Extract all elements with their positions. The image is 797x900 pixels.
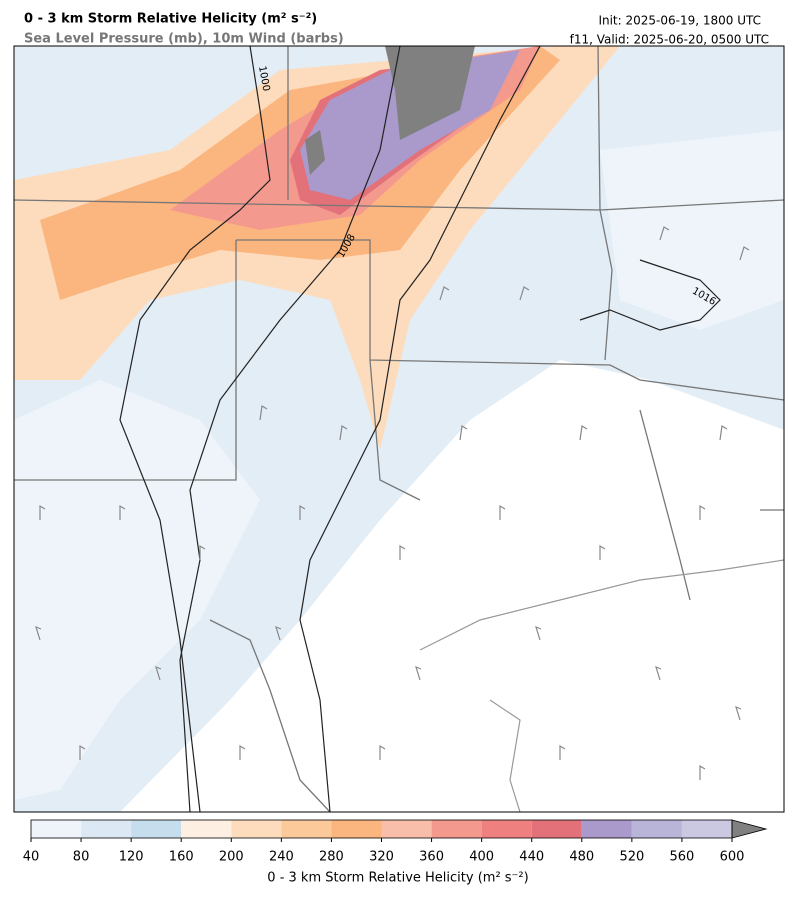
- colorbar-segment: [31, 820, 82, 838]
- colorbar-segment: [381, 820, 432, 838]
- colorbar-segment: [331, 820, 382, 838]
- colorbar-tick-label: 600: [720, 850, 745, 865]
- colorbar-tick-label: 80: [73, 850, 90, 865]
- colorbar-segment: [481, 820, 532, 838]
- title: 0 - 3 km Storm Relative Helicity (m² s⁻²…: [24, 12, 317, 27]
- map: 1000 1008 1016: [13, 45, 785, 813]
- colorbar-tick-label: 560: [670, 850, 695, 865]
- colorbar-tick-label: 400: [469, 850, 494, 865]
- colorbar-tick-label: 360: [419, 850, 444, 865]
- colorbar-segment: [581, 820, 632, 838]
- colorbar: 40 80 120 160 200 240 280 320 360 400 440 480 520 560…: [23, 819, 768, 865]
- colorbar-segment: [531, 820, 582, 838]
- colorbar-tick-label: 160: [169, 850, 194, 865]
- colorbar-tick-label: 40: [23, 850, 40, 865]
- colorbar-tick-label: 240: [269, 850, 294, 865]
- colorbar-segment: [431, 820, 482, 838]
- subtitle: Sea Level Pressure (mb), 10m Wind (barbs…: [24, 32, 344, 47]
- colorbar-segment: [631, 820, 682, 838]
- colorbar-extend: [731, 819, 768, 839]
- init-time: Init: 2025-06-19, 1800 UTC: [598, 14, 761, 28]
- colorbar-tick-label: 520: [619, 850, 644, 865]
- valid-time: f11, Valid: 2025-06-20, 0500 UTC: [570, 33, 769, 47]
- colorbar-tick-label: 480: [569, 850, 594, 865]
- colorbar-segment: [231, 820, 282, 838]
- colorbar-tick-label: 440: [519, 850, 544, 865]
- colorbar-segment: [131, 820, 182, 838]
- colorbar-segment: [681, 820, 732, 838]
- colorbar-tick-label: 280: [319, 850, 344, 865]
- colorbar-tick-label: 120: [119, 850, 144, 865]
- colorbar-segment: [81, 820, 132, 838]
- colorbar-segment: [281, 820, 332, 838]
- colorbar-segment: [181, 820, 232, 838]
- colorbar-tick-label: 320: [369, 850, 394, 865]
- contour-label: 1000: [256, 65, 271, 92]
- colorbar-label: 0 - 3 km Storm Relative Helicity (m² s⁻²…: [267, 871, 528, 886]
- colorbar-tick-label: 200: [219, 850, 244, 865]
